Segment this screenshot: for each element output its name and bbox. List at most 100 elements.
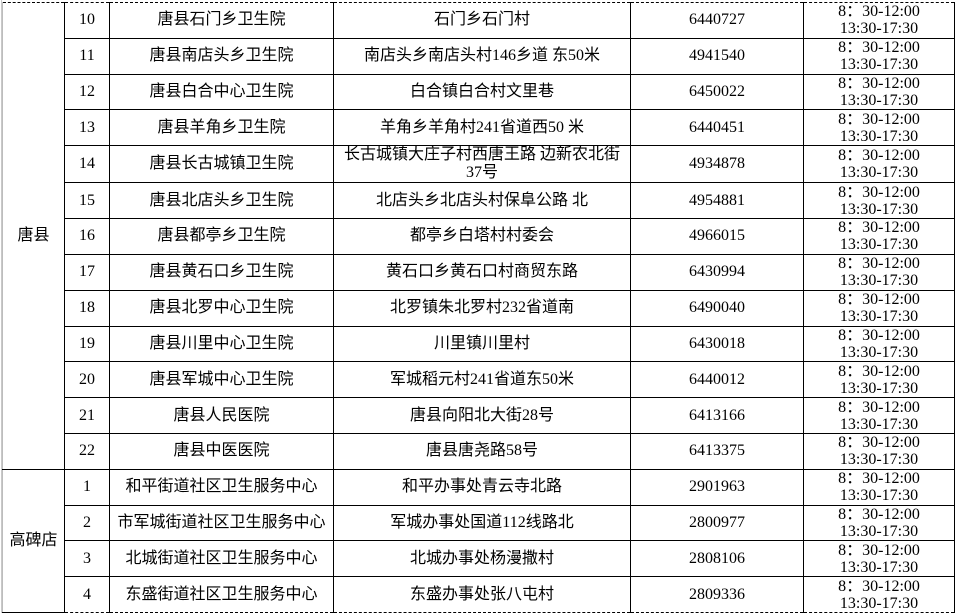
- hours-line: 13:30-17:30: [839, 20, 919, 38]
- hours-cell: 8：30-12:00 13:30-17:30: [803, 2, 955, 39]
- address-cell: 军城稻元村241省道东50米: [333, 361, 631, 399]
- row-number-cell: 19: [64, 325, 110, 363]
- hours-line: 8：30-12:00: [838, 255, 920, 273]
- table-row: 19 唐县川里中心卫生院 川里镇川里村 6430018 8：30-12:00 13:30-…: [3, 325, 955, 363]
- table-row: 唐县 10 唐县石门乡卫生院 石门乡石门村 6440727 8：30-12:00 13:30…: [2, 2, 955, 470]
- address-cell: 唐县向阳北大街28号: [333, 397, 631, 434]
- phone-cell: 2809336: [630, 576, 804, 613]
- institution-name-cell: 市军城街道社区卫生服务中心: [109, 504, 334, 542]
- hours-cell: 8：30-12:00 13:30-17:30: [803, 218, 955, 255]
- address-cell: 长古城镇大庄子村西唐王路 边新农北街37号: [333, 145, 631, 184]
- phone-cell: 4941540: [630, 37, 804, 75]
- institution-name-cell: 唐县长古城镇卫生院: [109, 145, 334, 184]
- hours-cell: 8：30-12:00 13:30-17:30: [803, 182, 955, 220]
- hours-line: 8：30-12:00: [838, 291, 920, 309]
- table-row: 高碑店 1 和平街道社区卫生服务中心 和平办事处青云寺北路 2901963 8：30-12…: [2, 468, 955, 613]
- phone-cell: 6440012: [630, 361, 804, 399]
- hours-line: 13:30-17:30: [839, 451, 919, 469]
- row-number-cell: 22: [64, 432, 110, 470]
- row-number-cell: 1: [64, 468, 110, 506]
- row-number-cell: 12: [64, 73, 110, 111]
- row-number-cell: 15: [64, 182, 110, 220]
- table-row: 22 唐县中医医院 唐县唐尧路58号 6413375 8：30-12:00 13:30-1…: [3, 432, 955, 470]
- phone-cell: 6413166: [630, 397, 804, 434]
- hours-line: 8：30-12:00: [838, 470, 920, 488]
- hours-line: 13:30-17:30: [839, 272, 919, 290]
- hours-line: 13:30-17:30: [839, 92, 919, 110]
- table-row: 15 唐县北店头乡卫生院 北店头乡北店头村保阜公路 北 4954881 8：30-12:…: [3, 182, 955, 220]
- hours-line: 13:30-17:30: [839, 127, 919, 145]
- hours-cell: 8：30-12:00 13:30-17:30: [803, 540, 955, 578]
- row-number-cell: 14: [64, 145, 110, 184]
- row-number-cell: 10: [64, 2, 110, 39]
- row-number-cell: 4: [64, 576, 110, 613]
- address-cell: 和平办事处青云寺北路: [333, 468, 631, 506]
- row-number-cell: 16: [64, 218, 110, 255]
- phone-cell: 6490040: [630, 289, 804, 327]
- institution-name-cell: 东盛街道社区卫生服务中心: [109, 576, 334, 613]
- row-number-cell: 11: [64, 37, 110, 75]
- address-cell: 唐县唐尧路58号: [333, 432, 631, 470]
- hours-line: 13:30-17:30: [839, 308, 919, 326]
- table-row: 21 唐县人民医院 唐县向阳北大街28号 6413166 8：30-12:00 13:30…: [3, 397, 955, 434]
- hours-line: 8：30-12:00: [838, 147, 920, 165]
- phone-cell: 4954881: [630, 182, 804, 220]
- hours-line: 8：30-12:00: [838, 75, 920, 93]
- hours-line: 13:30-17:30: [839, 56, 919, 74]
- institution-name-cell: 唐县羊角乡卫生院: [109, 109, 334, 147]
- address-cell: 都亭乡白塔村村委会: [333, 218, 631, 255]
- spreadsheet-gridline: [1, 0, 2, 613]
- address-cell: 北店头乡北店头村保阜公路 北: [333, 182, 631, 220]
- phone-cell: 6440727: [630, 2, 804, 39]
- row-number-cell: 21: [64, 397, 110, 434]
- hours-cell: 8：30-12:00 13:30-17:30: [803, 361, 955, 399]
- hours-line: 8：30-12:00: [838, 434, 920, 452]
- region-cell: 高碑店: [2, 468, 65, 613]
- hours-line: 13:30-17:30: [839, 487, 919, 505]
- hours-line: 13:30-17:30: [839, 415, 919, 433]
- hours-cell: 8：30-12:00 13:30-17:30: [803, 37, 955, 75]
- row-number-cell: 18: [64, 289, 110, 327]
- hours-line: 13:30-17:30: [839, 164, 919, 182]
- phone-cell: 2901963: [630, 468, 804, 506]
- table-row: 13 唐县羊角乡卫生院 羊角乡羊角村241省道西50 米 6440451 8：30-12…: [3, 109, 955, 147]
- table-row: 2 市军城街道社区卫生服务中心 军城办事处国道112线路北 2800977 8：30-1…: [3, 504, 955, 542]
- row-number-cell: 17: [64, 253, 110, 291]
- table-row: 12 唐县白合中心卫生院 白合镇白合村文里巷 6450022 8：30-12:00 13:…: [3, 73, 955, 111]
- hours-line: 13:30-17:30: [839, 558, 919, 576]
- institution-name-cell: 唐县川里中心卫生院: [109, 325, 334, 363]
- hours-line: 13:30-17:30: [839, 200, 919, 218]
- hours-line: 8：30-12:00: [838, 505, 920, 523]
- address-cell: 白合镇白合村文里巷: [333, 73, 631, 111]
- phone-cell: 6413375: [630, 432, 804, 470]
- address-cell: 羊角乡羊角村241省道西50 米: [333, 109, 631, 147]
- institution-name-cell: 唐县石门乡卫生院: [109, 2, 334, 39]
- hours-line: 13:30-17:30: [839, 379, 919, 397]
- phone-cell: 6440451: [630, 109, 804, 147]
- institution-name-cell: 唐县人民医院: [109, 397, 334, 434]
- address-cell: 北城办事处杨漫撒村: [333, 540, 631, 578]
- phone-cell: 4934878: [630, 145, 804, 184]
- hours-line: 8：30-12:00: [838, 3, 920, 21]
- institution-name-cell: 唐县白合中心卫生院: [109, 73, 334, 111]
- table-row: 17 唐县黄石口乡卫生院 黄石口乡黄石口村商贸东路 6430994 8：30-12:00…: [3, 253, 955, 291]
- address-cell: 军城办事处国道112线路北: [333, 504, 631, 542]
- table-row: 16 唐县都亭乡卫生院 都亭乡白塔村村委会 4966015 8：30-12:00 13:3…: [3, 218, 955, 255]
- table-row: 4 东盛街道社区卫生服务中心 东盛办事处张八屯村 2809336 8：30-12:00 1…: [3, 576, 955, 613]
- hours-cell: 8：30-12:00 13:30-17:30: [803, 109, 955, 147]
- hours-line: 13:30-17:30: [839, 343, 919, 361]
- address-cell: 东盛办事处张八屯村: [333, 576, 631, 613]
- phone-cell: 6430994: [630, 253, 804, 291]
- hours-cell: 8：30-12:00 13:30-17:30: [803, 397, 955, 434]
- row-number-cell: 2: [64, 504, 110, 542]
- hours-cell: 8：30-12:00 13:30-17:30: [803, 432, 955, 470]
- hours-line: 13:30-17:30: [839, 236, 919, 254]
- row-number-cell: 20: [64, 361, 110, 399]
- row-number-cell: 3: [64, 540, 110, 578]
- institution-name-cell: 和平街道社区卫生服务中心: [109, 468, 334, 506]
- hours-cell: 8：30-12:00 13:30-17:30: [803, 253, 955, 291]
- institution-name-cell: 唐县黄石口乡卫生院: [109, 253, 334, 291]
